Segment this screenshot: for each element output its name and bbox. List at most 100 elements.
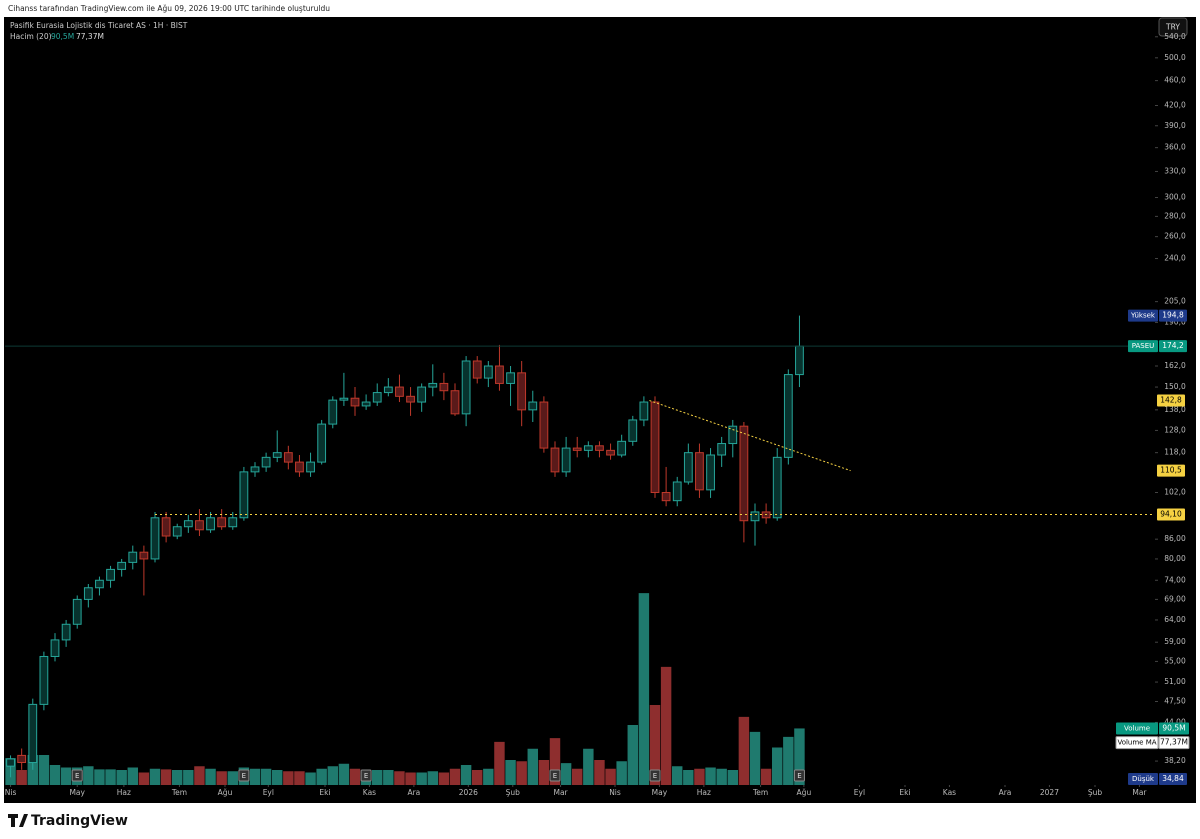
earnings-label: E xyxy=(553,772,557,780)
volume-bar xyxy=(205,768,216,785)
volume-tag xyxy=(1159,722,1189,735)
y-tick-label: 86,00 xyxy=(1164,534,1186,543)
candle-body xyxy=(61,623,71,641)
volume-bar xyxy=(760,768,772,785)
volume-bar xyxy=(427,771,438,785)
candle-body xyxy=(561,447,571,473)
volume-bar xyxy=(560,763,572,785)
volume-bar xyxy=(260,768,272,785)
y-tick-label: 69,00 xyxy=(1164,594,1186,603)
x-tick-label: Haz xyxy=(697,788,711,797)
candle-body xyxy=(183,520,193,528)
candle-body xyxy=(606,449,615,456)
earnings-label: E xyxy=(242,772,246,780)
candle-body xyxy=(795,345,804,376)
candle-body xyxy=(283,452,293,463)
axis-tag xyxy=(1157,508,1185,521)
x-tick-label: Nis xyxy=(5,788,17,797)
candle-body xyxy=(206,517,215,531)
price-tag xyxy=(1159,773,1187,785)
candle-body xyxy=(339,397,349,401)
volume-bar xyxy=(583,748,594,785)
volume-bar xyxy=(394,771,405,785)
earnings-marker xyxy=(238,769,250,782)
volume-tag-name-bg xyxy=(1115,736,1159,750)
candle-body xyxy=(417,386,427,403)
candle-body xyxy=(506,372,515,384)
candle-body xyxy=(239,471,249,519)
candle-body xyxy=(583,445,593,451)
y-tick-label: 74,00 xyxy=(1164,575,1186,584)
x-tick-label: Şub xyxy=(1088,788,1103,797)
candle-body xyxy=(683,452,693,483)
volume-bar xyxy=(616,761,627,785)
candle-body xyxy=(483,365,493,379)
volume-bar xyxy=(672,766,683,785)
x-tick-label: Ağu xyxy=(218,788,233,797)
volume-bar xyxy=(372,770,383,785)
y-tick-label: 500,0 xyxy=(1164,53,1186,62)
candle-body xyxy=(261,456,271,468)
volume-tag-label: 90,5M xyxy=(1162,723,1185,732)
candle-body xyxy=(517,372,527,411)
y-tick-label: 80,00 xyxy=(1164,554,1186,563)
volume-bar xyxy=(472,770,483,785)
y-tick-label: 460,0 xyxy=(1164,76,1186,85)
volume-bar xyxy=(149,768,161,785)
x-tick-label: Eyl xyxy=(854,788,865,797)
currency-button[interactable] xyxy=(1158,17,1188,37)
y-tick-label: 150,0 xyxy=(1164,382,1186,391)
volume-bar xyxy=(460,765,472,785)
x-tick-label: Mar xyxy=(1132,788,1147,797)
earnings-marker xyxy=(549,769,561,782)
volume-bar xyxy=(60,767,72,785)
candle-body xyxy=(717,443,727,456)
volume-bar xyxy=(716,768,727,785)
candle-body xyxy=(39,655,49,705)
candle-body xyxy=(661,492,671,502)
earnings-label: E xyxy=(364,772,368,780)
x-tick-label: Haz xyxy=(117,788,131,797)
candle-body xyxy=(50,639,60,657)
y-tick-label: 190,0 xyxy=(1164,317,1186,326)
volume-bar xyxy=(772,747,783,785)
x-tick-label: 2027 xyxy=(1040,788,1059,797)
volume-bar xyxy=(383,770,394,785)
earnings-marker xyxy=(71,769,83,782)
volume-bar xyxy=(249,768,261,785)
x-tick-label: Eki xyxy=(319,788,330,797)
y-tick-label: 51,00 xyxy=(1164,677,1186,686)
candle-body xyxy=(83,587,93,600)
volume-tag-name: Volume MA xyxy=(1117,739,1156,747)
candle-body xyxy=(617,440,627,456)
candle-body xyxy=(361,401,371,407)
axis-tag-label: 142,8 xyxy=(1160,396,1182,405)
y-tick-label: 390,0 xyxy=(1164,121,1186,130)
volume-bar xyxy=(38,755,50,785)
x-tick-label: Eyl xyxy=(263,788,274,797)
volume-bar xyxy=(416,772,427,785)
volume-bar xyxy=(172,770,183,785)
y-tick-label: 162,0 xyxy=(1164,361,1186,370)
volume-bar xyxy=(349,768,361,785)
candle-body xyxy=(350,397,360,407)
candle-body xyxy=(328,399,338,425)
x-tick-label: Kas xyxy=(363,788,376,797)
volume-bar xyxy=(327,766,338,785)
candle-body xyxy=(672,481,682,502)
candle-body xyxy=(28,703,38,764)
candle-body xyxy=(395,386,404,397)
volume-tag-name-bg xyxy=(1116,722,1158,735)
candle-body xyxy=(639,401,649,421)
x-tick-label: Kas xyxy=(943,788,956,797)
volume-bar xyxy=(316,768,327,785)
price-tag-label: 194,8 xyxy=(1162,311,1184,320)
candle-body xyxy=(161,517,171,537)
volume-bar xyxy=(138,772,150,785)
candle-body xyxy=(695,452,704,491)
volume-bar xyxy=(483,768,494,785)
volume-bar xyxy=(405,772,416,785)
x-tick-label: Mar xyxy=(553,788,568,797)
earnings-marker xyxy=(649,769,661,782)
